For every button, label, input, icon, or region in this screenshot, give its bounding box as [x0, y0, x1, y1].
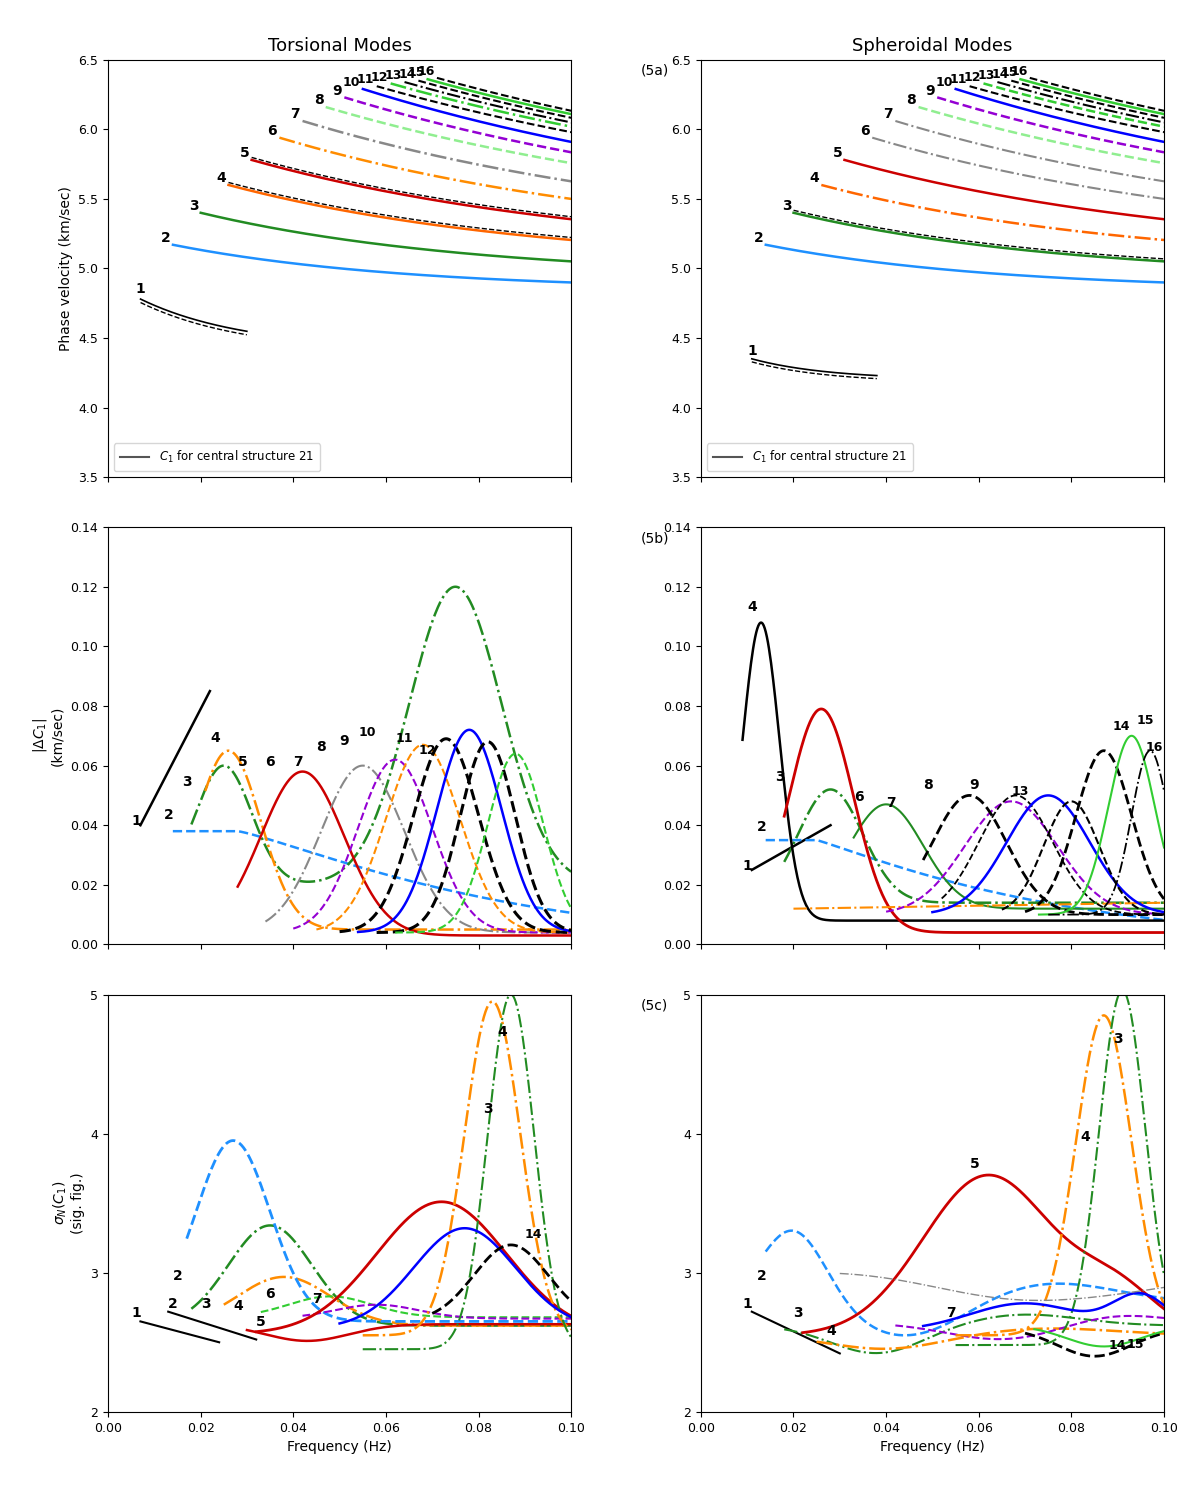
Text: (5a): (5a) [641, 64, 668, 78]
Text: (5c): (5c) [641, 998, 668, 1013]
Text: 7: 7 [290, 108, 300, 121]
Text: 16: 16 [1146, 741, 1163, 753]
Text: 1: 1 [743, 1297, 752, 1310]
Text: 6: 6 [860, 124, 870, 137]
Text: 8: 8 [317, 740, 326, 753]
Text: 15: 15 [1136, 714, 1153, 728]
Text: 7: 7 [886, 796, 895, 810]
Text: 11: 11 [356, 73, 374, 87]
Text: 9: 9 [332, 84, 342, 97]
Text: 10: 10 [358, 726, 376, 740]
Text: 6: 6 [853, 790, 863, 804]
Text: 5: 5 [257, 1315, 266, 1328]
Text: 5: 5 [238, 754, 247, 768]
Text: 3: 3 [781, 199, 791, 214]
Text: 3: 3 [793, 1306, 803, 1321]
Text: 15: 15 [1001, 66, 1019, 79]
Text: 4: 4 [809, 172, 820, 185]
Text: 4: 4 [748, 599, 757, 614]
Text: 3: 3 [1114, 1032, 1123, 1046]
Text: 4: 4 [210, 731, 220, 744]
Text: 8: 8 [906, 93, 917, 108]
Text: 10: 10 [936, 76, 954, 90]
Text: 1: 1 [748, 344, 757, 357]
Text: 14: 14 [524, 1228, 542, 1242]
Text: 13: 13 [385, 69, 402, 82]
Text: 6: 6 [268, 124, 277, 137]
Text: 16: 16 [418, 66, 434, 78]
Text: 3: 3 [188, 199, 198, 214]
Text: 9: 9 [925, 84, 935, 97]
Title: Spheroidal Modes: Spheroidal Modes [852, 37, 1013, 55]
Text: 13: 13 [978, 69, 995, 82]
Text: 9: 9 [340, 734, 349, 747]
Text: 7: 7 [293, 754, 302, 768]
Text: 3: 3 [200, 1297, 210, 1310]
Text: 6: 6 [265, 754, 275, 768]
Text: 12: 12 [419, 744, 436, 756]
Text: 14: 14 [1109, 1339, 1126, 1352]
Text: 1: 1 [743, 859, 752, 872]
Text: 16: 16 [1010, 66, 1027, 78]
X-axis label: Frequency (Hz): Frequency (Hz) [880, 1440, 985, 1454]
Text: 14: 14 [398, 67, 416, 81]
Text: 4: 4 [216, 172, 226, 185]
Y-axis label: $|\Delta C_1|$
(km/sec): $|\Delta C_1|$ (km/sec) [30, 705, 65, 766]
Text: 12: 12 [371, 70, 389, 84]
Text: 4: 4 [826, 1324, 835, 1339]
Text: 7: 7 [947, 1306, 956, 1321]
Text: 5: 5 [833, 146, 842, 160]
Y-axis label: $\sigma_N(C_1)$
(sig. fig.): $\sigma_N(C_1)$ (sig. fig.) [52, 1173, 85, 1234]
Text: 7: 7 [883, 108, 893, 121]
Text: 15: 15 [1127, 1337, 1145, 1351]
Text: 4: 4 [1081, 1129, 1091, 1143]
Text: 7: 7 [312, 1292, 322, 1306]
Text: 10: 10 [343, 76, 360, 90]
Text: 8: 8 [923, 778, 932, 792]
Legend: $C_1$ for central structure 21: $C_1$ for central structure 21 [707, 444, 913, 471]
Text: 8: 8 [313, 93, 323, 108]
Text: 13: 13 [1012, 786, 1028, 798]
Text: 1: 1 [136, 282, 145, 296]
Text: 15: 15 [408, 66, 425, 79]
Text: 14: 14 [991, 67, 1009, 81]
Text: 14: 14 [1114, 720, 1130, 734]
Text: 2: 2 [756, 820, 766, 834]
Y-axis label: Phase velocity (km/sec): Phase velocity (km/sec) [59, 185, 73, 351]
Text: 12: 12 [964, 70, 982, 84]
Text: 5: 5 [240, 146, 250, 160]
Text: 1: 1 [131, 814, 140, 828]
Text: 5: 5 [970, 1158, 979, 1171]
Text: (5b): (5b) [641, 532, 670, 545]
Text: 3: 3 [182, 775, 192, 789]
Text: 4: 4 [233, 1300, 242, 1313]
Text: 2: 2 [161, 232, 170, 245]
Text: 1: 1 [131, 1306, 140, 1321]
Text: 3: 3 [484, 1101, 493, 1116]
Text: 11: 11 [949, 73, 967, 87]
Legend: $C_1$ for central structure 21: $C_1$ for central structure 21 [114, 444, 320, 471]
Text: 9: 9 [970, 778, 979, 792]
Text: 2: 2 [754, 232, 763, 245]
Title: Torsional Modes: Torsional Modes [268, 37, 412, 55]
Text: 2: 2 [163, 808, 173, 822]
X-axis label: Frequency (Hz): Frequency (Hz) [287, 1440, 392, 1454]
Text: 6: 6 [265, 1286, 275, 1301]
Text: 3: 3 [775, 769, 785, 783]
Text: 2: 2 [173, 1268, 182, 1283]
Text: 11: 11 [395, 732, 413, 744]
Text: 4: 4 [497, 1025, 506, 1040]
Text: 2: 2 [756, 1268, 766, 1283]
Text: 2: 2 [168, 1297, 178, 1310]
